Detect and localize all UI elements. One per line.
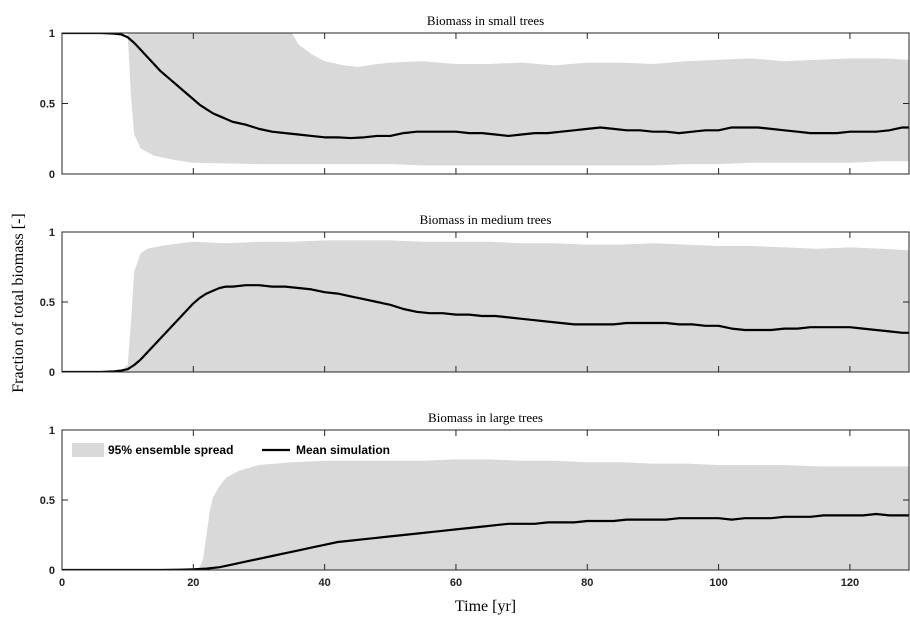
x-tick-label: 120 <box>841 577 859 589</box>
y-axis-label: Fraction of total biomass [-] <box>10 213 27 393</box>
y-tick-label: 0.5 <box>40 297 55 309</box>
panel-title: Biomass in large trees <box>428 410 543 425</box>
spread-band <box>62 459 909 570</box>
panel-title: Biomass in small trees <box>427 13 544 28</box>
panels: 0 0.5 1 Biomass in small trees 0 0.5 1 Biomass … <box>40 13 910 615</box>
spread-band <box>62 33 909 166</box>
y-tick-label: 1 <box>49 28 55 40</box>
panel-1: 0 0.5 1 Biomass in small trees <box>40 13 910 181</box>
x-tick-label: 100 <box>709 577 727 589</box>
spread-band <box>62 240 909 372</box>
panel-title: Biomass in medium trees <box>420 212 552 227</box>
mean-line <box>62 33 909 140</box>
y-tick-label: 0 <box>49 367 55 379</box>
plot-area <box>62 459 909 570</box>
mean-line <box>62 512 909 570</box>
y-tick-label: 1 <box>49 227 55 239</box>
x-tick-label: 0 <box>59 577 65 589</box>
x-tick-label: 20 <box>187 577 199 589</box>
panel-3: 0 0.5 1 0 20 40 60 80 100 120 Biomass in large tre… <box>40 410 910 615</box>
x-tick-label: 60 <box>450 577 462 589</box>
plot-area <box>62 33 909 166</box>
y-tick-label: 0.5 <box>40 99 55 111</box>
panel-2: 0 0.5 1 Biomass in medium trees <box>40 212 910 379</box>
plot-area <box>62 240 909 372</box>
x-tick-label: 40 <box>319 577 331 589</box>
mean-line <box>62 284 909 372</box>
legend-label-band: 95% ensemble spread <box>108 443 233 457</box>
y-tick-label: 1 <box>49 425 55 437</box>
y-tick-label: 0 <box>49 565 55 577</box>
legend: 95% ensemble spread Mean simulation <box>72 443 390 457</box>
x-axis-label: Time [yr] <box>455 598 516 615</box>
legend-swatch-band <box>72 443 104 457</box>
legend-label-mean: Mean simulation <box>296 443 390 457</box>
y-tick-label: 0 <box>49 169 55 181</box>
y-tick-label: 0.5 <box>40 495 55 507</box>
x-tick-label: 80 <box>581 577 593 589</box>
